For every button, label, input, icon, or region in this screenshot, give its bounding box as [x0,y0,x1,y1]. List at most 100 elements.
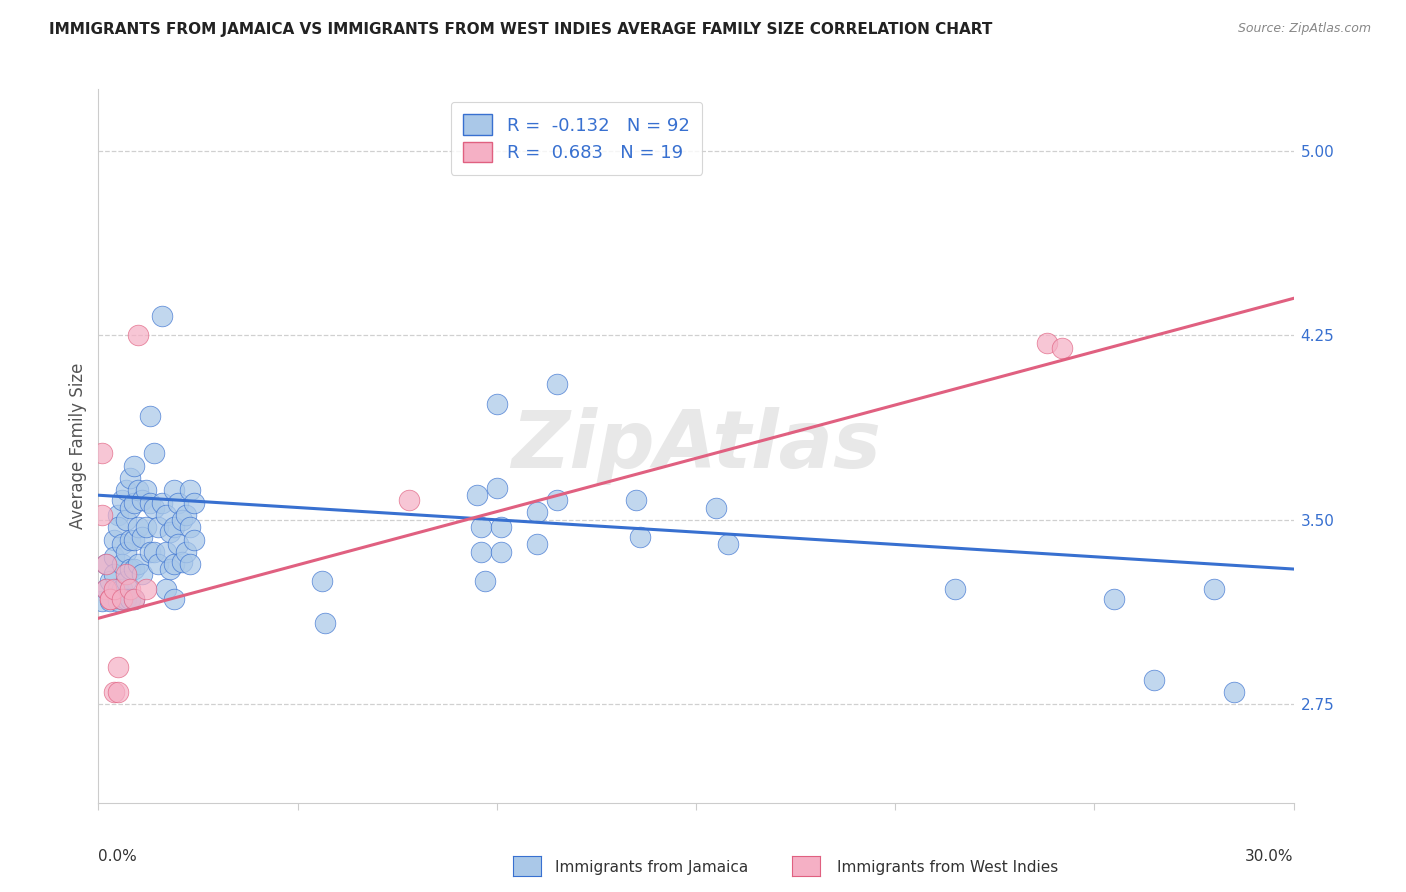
Point [143,545,166,559]
Point [163,557,186,571]
Point [315,616,337,631]
Point [115,566,138,581]
Point [179,520,201,534]
Point [115,591,138,606]
Text: Immigrants from Jamaica: Immigrants from Jamaica [555,860,748,874]
Point [526,537,548,551]
Point [127,557,149,571]
Point [91,446,114,460]
Point [111,591,134,606]
Point [143,500,166,515]
Point [489,545,512,559]
Point [135,520,157,534]
Point [135,483,157,498]
Point [120,533,142,547]
Point [143,446,166,460]
Point [1052,341,1074,355]
Point [98,594,122,608]
Point [115,513,138,527]
Point [103,549,125,564]
Point [124,533,146,547]
Point [111,591,134,606]
Point [1035,335,1057,350]
Legend: R =  -0.132   N = 92, R =  0.683   N = 19: R = -0.132 N = 92, R = 0.683 N = 19 [451,102,702,175]
Point [96,582,118,596]
Point [131,566,153,581]
Point [98,574,122,589]
Point [111,493,134,508]
Point [470,520,492,534]
Point [98,591,122,606]
Point [626,493,648,508]
Point [148,557,170,571]
Point [103,566,125,581]
Point [127,520,149,534]
Point [167,537,190,551]
Point [91,594,114,608]
Point [103,685,125,699]
Point [179,483,201,498]
Text: Immigrants from West Indies: Immigrants from West Indies [837,860,1057,874]
Point [628,530,651,544]
Point [115,483,138,498]
Point [174,545,197,559]
Point [1202,582,1225,596]
Point [139,409,162,424]
Point [124,495,146,509]
Point [489,520,512,534]
Point [485,481,508,495]
Point [546,377,568,392]
Point [172,513,194,527]
Point [163,591,186,606]
Point [131,493,153,508]
Point [155,582,177,596]
Point [167,495,190,509]
Point [107,508,129,522]
Point [120,591,142,606]
Point [148,520,170,534]
Point [183,533,205,547]
Text: ZipAtlas: ZipAtlas [510,407,882,485]
Point [103,533,125,547]
Point [139,545,162,559]
Point [163,483,186,498]
Point [124,591,146,606]
Point [111,557,134,571]
Point [124,458,146,473]
Point [159,562,181,576]
Point [155,508,177,522]
Point [1223,685,1246,699]
Point [127,328,149,343]
Point [398,493,420,508]
Point [107,685,129,699]
Point [485,397,508,411]
Point [111,582,134,596]
Text: IMMIGRANTS FROM JAMAICA VS IMMIGRANTS FROM WEST INDIES AVERAGE FAMILY SIZE CORRE: IMMIGRANTS FROM JAMAICA VS IMMIGRANTS FR… [49,22,993,37]
Point [172,555,194,569]
Point [120,562,142,576]
Point [155,545,177,559]
Point [107,520,129,534]
Point [183,495,205,509]
Point [98,591,122,606]
Y-axis label: Average Family Size: Average Family Size [69,363,87,529]
Point [1104,591,1126,606]
Point [96,557,118,571]
Point [96,582,118,596]
Point [120,500,142,515]
Point [103,582,125,596]
Point [120,582,142,596]
Text: Source: ZipAtlas.com: Source: ZipAtlas.com [1237,22,1371,36]
Text: 0.0%: 0.0% [98,849,138,864]
Point [474,574,496,589]
Point [159,525,181,540]
Point [115,574,138,589]
Point [163,520,186,534]
Point [131,530,153,544]
Point [1143,673,1166,687]
Point [139,495,162,509]
Point [107,660,129,674]
Point [115,545,138,559]
Point [526,505,548,519]
Point [107,594,129,608]
